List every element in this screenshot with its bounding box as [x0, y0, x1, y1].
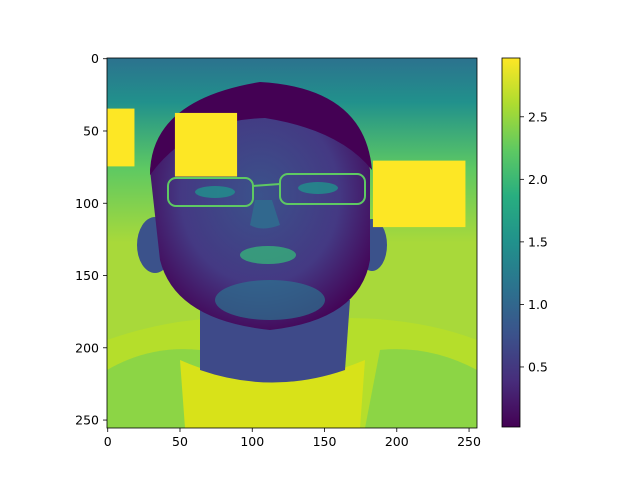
glasses-bridge — [252, 183, 281, 187]
x-tick-label-5: 250 — [457, 434, 481, 449]
colorbar — [502, 58, 520, 427]
colorbar-frame — [501, 57, 521, 428]
x-axis: 0 50 100 150 200 250 — [104, 428, 481, 449]
occlusion-patches — [107, 108, 466, 228]
right-eye — [298, 182, 338, 194]
x-tick-label-4: 200 — [385, 434, 409, 449]
colorbar-axis: 0.5 1.0 1.5 2.0 2.5 — [520, 109, 548, 374]
x-tick-label-3: 150 — [313, 434, 337, 449]
y-tick-label-2: 100 — [75, 196, 99, 211]
colorbar-tick-label-0: 0.5 — [528, 359, 548, 374]
glasses-right-lens — [279, 173, 366, 205]
hair-shape — [150, 82, 372, 175]
chin-highlight — [215, 280, 325, 320]
y-tick-label-3: 150 — [75, 268, 99, 283]
glasses-left-lens — [167, 177, 254, 207]
x-tick-label-1: 50 — [172, 434, 188, 449]
x-tick-label-0: 0 — [104, 434, 112, 449]
y-tick-label-1: 50 — [83, 123, 99, 138]
y-tick-label-4: 200 — [75, 340, 99, 355]
left-eye — [195, 186, 235, 198]
nose-shape — [250, 200, 280, 229]
occlusion-patch-1 — [174, 112, 238, 177]
x-tick-label-2: 100 — [240, 434, 264, 449]
mouth-shape — [240, 246, 296, 264]
occlusion-patch-0 — [107, 108, 135, 167]
colorbar-tick-label-4: 2.5 — [528, 109, 548, 124]
occlusion-patch-2 — [372, 160, 466, 228]
colorbar-tick-label-1: 1.0 — [528, 297, 548, 312]
jacket-shading-right — [365, 349, 477, 428]
y-axis: 0 50 100 150 200 250 — [75, 51, 107, 428]
y-tick-label-0: 0 — [91, 51, 99, 66]
colorbar-tick-label-2: 1.5 — [528, 234, 548, 249]
plot-frame — [106, 57, 478, 429]
colorbar-tick-label-3: 2.0 — [528, 172, 548, 187]
y-tick-label-5: 250 — [75, 413, 99, 428]
heatmap-image — [107, 58, 477, 428]
